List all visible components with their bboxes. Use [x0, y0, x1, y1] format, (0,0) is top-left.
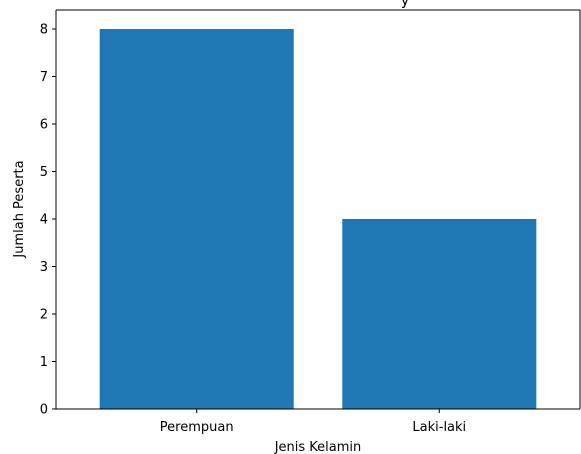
bar-laki-laki	[342, 219, 537, 409]
y-tick-label: 5	[40, 165, 48, 180]
y-axis-ticks: 0 1 2 3 4 5 6 7 8	[40, 23, 56, 418]
y-tick-label: 3	[40, 260, 48, 275]
y-tick-label: 1	[40, 355, 48, 370]
y-tick-label: 0	[40, 403, 48, 418]
y-tick-label: 2	[40, 308, 48, 323]
bar-perempuan	[99, 29, 294, 409]
x-tick-label: Laki-laki	[412, 420, 466, 435]
y-tick-label: 4	[40, 213, 48, 228]
y-tick-label: 6	[40, 118, 48, 133]
bars-group	[99, 29, 537, 409]
y-tick-label: 7	[40, 70, 48, 85]
x-tick-label: Perempuan	[160, 420, 234, 435]
chart-title: y	[401, 0, 409, 9]
y-tick-label: 8	[40, 23, 48, 38]
y-axis-label: Jumlah Peserta	[12, 160, 27, 258]
x-axis-label: Jenis Kelamin	[274, 440, 362, 454]
x-axis-ticks: Perempuan Laki-laki	[160, 409, 466, 435]
